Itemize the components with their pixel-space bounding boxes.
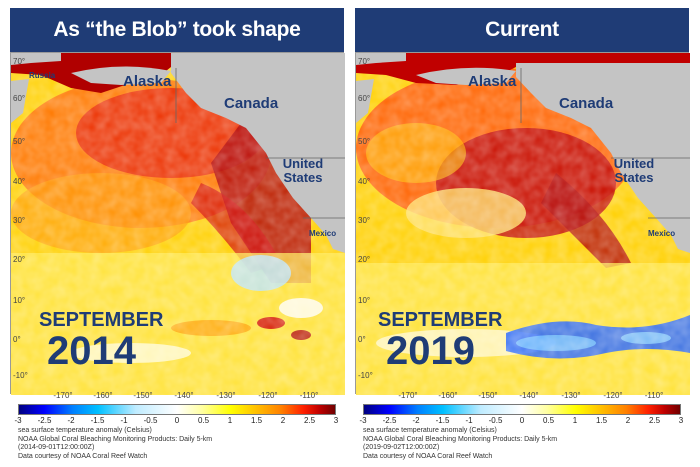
region-label-alaska: Alaska (123, 73, 172, 90)
colorbar-legend: -3 -2.5 -2 -1.5 -1 -0.5 0 0.5 1 1.5 2 2.… (355, 396, 689, 466)
colorbar-tick: 0 (519, 416, 525, 425)
region-label-russia: Russia (29, 71, 56, 80)
colorbar-tick: -2.5 (382, 416, 397, 425)
colorbar-tick: -3 (14, 416, 22, 425)
colorbar (18, 404, 336, 415)
caption-line: sea surface temperature anomaly (Celsius… (18, 427, 152, 434)
lat-label: 70° (13, 57, 26, 66)
region-label-united-states: United States (282, 156, 324, 185)
panel-title: Current (355, 8, 689, 52)
lat-label: -10° (358, 371, 373, 380)
lon-label: -150° (478, 391, 498, 400)
lon-label: -150° (133, 391, 153, 400)
lon-label: -140° (174, 391, 194, 400)
region-label-mexico: Mexico (648, 229, 676, 238)
colorbar-tick: 0.5 (197, 416, 210, 425)
lat-label: 30° (13, 216, 26, 225)
lat-label: 50° (358, 137, 371, 146)
lat-label: 20° (358, 255, 371, 264)
region-label-alaska: Alaska (468, 73, 517, 90)
lat-label: 30° (358, 216, 371, 225)
colorbar-tick: 2 (625, 416, 631, 425)
panel-2014: As “the Blob” took shape (10, 0, 345, 467)
lat-label: 0° (358, 335, 366, 344)
colorbar-tick: 0.5 (542, 416, 555, 425)
sst-anomaly-map: 70° 60° 50° 40° 30° 20° 10° 0° -10° -170… (10, 52, 345, 400)
lon-label: -170° (398, 391, 418, 400)
month-label: SEPTEMBER (39, 309, 164, 331)
lat-label: 40° (13, 177, 26, 186)
caption-line: NOAA Global Coral Bleaching Monitoring P… (18, 435, 213, 443)
colorbar-tick: -1.5 (435, 416, 450, 425)
lon-label: -130° (561, 391, 581, 400)
caption-line: Data courtesy of NOAA Coral Reef Watch (363, 452, 493, 460)
colorbar-tick: 2.5 (648, 416, 661, 425)
lon-label: -120° (258, 391, 278, 400)
lat-label: 40° (358, 177, 371, 186)
colorbar (363, 404, 681, 415)
lat-label: 70° (358, 57, 371, 66)
panel-2019: Current (355, 0, 690, 467)
lon-label: -160° (438, 391, 458, 400)
colorbar-tick: 1.5 (250, 416, 263, 425)
map-graphic (11, 53, 345, 395)
lon-label: -110° (644, 391, 664, 400)
caption-line: sea surface temperature anomaly (Celsius… (363, 427, 497, 434)
region-label-united-states: United States (613, 156, 655, 185)
caption-line: Data courtesy of NOAA Coral Reef Watch (18, 452, 148, 460)
caption-line: (2019-09-02T12:00:00Z) (363, 444, 440, 451)
colorbar-tick: 2.5 (303, 416, 316, 425)
region-label-canada: Canada (224, 95, 279, 112)
colorbar-tick: 2 (280, 416, 286, 425)
lat-label: 20° (13, 255, 26, 264)
colorbar-tick: 1.5 (595, 416, 608, 425)
colorbar-tick: 1 (227, 416, 233, 425)
colorbar-tick: -3 (359, 416, 367, 425)
map-graphic (356, 53, 690, 395)
colorbar-legend: -3 -2.5 -2 -1.5 -1 -0.5 0 0.5 1 1.5 2 2.… (10, 396, 344, 466)
year-label: 2014 (47, 329, 136, 373)
year-label: 2019 (386, 329, 475, 373)
colorbar-tick: -0.5 (488, 416, 503, 425)
lat-label: 60° (13, 94, 26, 103)
lat-label: 50° (13, 137, 26, 146)
colorbar-tick: 3 (678, 416, 684, 425)
colorbar-tick: 3 (333, 416, 339, 425)
map-caption: sea surface temperature anomaly (Celsius… (363, 427, 557, 461)
caption-line: NOAA Global Coral Bleaching Monitoring P… (363, 435, 558, 443)
lat-label: 10° (13, 296, 26, 305)
month-label: SEPTEMBER (378, 309, 503, 331)
lon-label: -160° (93, 391, 113, 400)
colorbar-tick: -1 (465, 416, 473, 425)
colorbar-tick: -2 (67, 416, 75, 425)
lat-label: 60° (358, 94, 371, 103)
lon-label: -110° (299, 391, 319, 400)
panel-title: As “the Blob” took shape (10, 8, 344, 52)
colorbar-tick: -1.5 (90, 416, 105, 425)
caption-line: (2014-09-01T12:00:00Z) (18, 444, 95, 451)
lon-label: -140° (519, 391, 539, 400)
lon-label: -170° (53, 391, 73, 400)
colorbar-tick: 0 (174, 416, 180, 425)
lon-label: -120° (603, 391, 623, 400)
colorbar-tick: -2.5 (37, 416, 52, 425)
colorbar-tick: -0.5 (143, 416, 158, 425)
region-label-mexico: Mexico (309, 229, 337, 238)
region-label-canada: Canada (559, 95, 614, 112)
colorbar-tick: -2 (412, 416, 420, 425)
lon-label: -130° (216, 391, 236, 400)
lat-label: 10° (358, 296, 371, 305)
map-caption: sea surface temperature anomaly (Celsius… (18, 427, 212, 461)
sst-anomaly-map: 70° 60° 50° 40° 30° 20° 10° 0° -10° -170… (355, 52, 690, 400)
lat-label: 0° (13, 335, 21, 344)
lat-label: -10° (13, 371, 28, 380)
colorbar-tick: -1 (120, 416, 128, 425)
colorbar-tick: 1 (572, 416, 578, 425)
